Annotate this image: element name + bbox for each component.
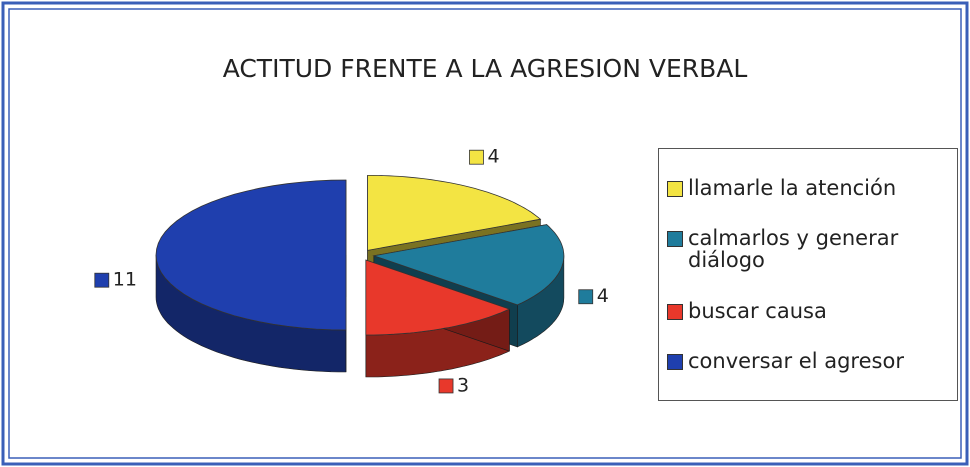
legend-swatch <box>667 231 683 248</box>
data-label: 4 <box>597 285 609 307</box>
slice <box>367 175 542 251</box>
data-label: 3 <box>457 374 469 396</box>
legend-label: conversar el agresor <box>688 348 904 373</box>
legend-label: calmarlos y generar diálogo <box>688 226 899 273</box>
legend-item: llamarle la atención <box>667 177 949 199</box>
labels: 4 4 3 11 <box>94 146 609 396</box>
frame-inner <box>8 8 962 459</box>
legend-label: llamarle la atención <box>688 176 897 201</box>
label-swatch <box>469 149 484 165</box>
label-swatch <box>578 289 594 305</box>
legend-swatch <box>667 353 683 370</box>
legend-swatch <box>667 181 683 198</box>
legend-label: buscar causa <box>688 298 827 323</box>
chart-title: ACTITUD FRENTE A LA AGRESION VERBAL <box>223 54 748 83</box>
slice <box>372 224 565 306</box>
data-label: 11 <box>113 269 137 291</box>
data-label: 4 <box>487 146 499 168</box>
legend-item: buscar causa <box>667 300 949 322</box>
legend-item: calmarlos y generar diálogo <box>667 227 949 271</box>
tops <box>155 175 565 336</box>
slice <box>155 179 347 331</box>
legend-swatch <box>667 303 683 320</box>
slice <box>365 259 511 336</box>
legend: llamarle la atención calmarlos y generar … <box>658 148 958 401</box>
label-swatch <box>438 378 454 394</box>
legend-item: conversar el agresor <box>667 350 949 372</box>
label-swatch <box>94 272 110 288</box>
